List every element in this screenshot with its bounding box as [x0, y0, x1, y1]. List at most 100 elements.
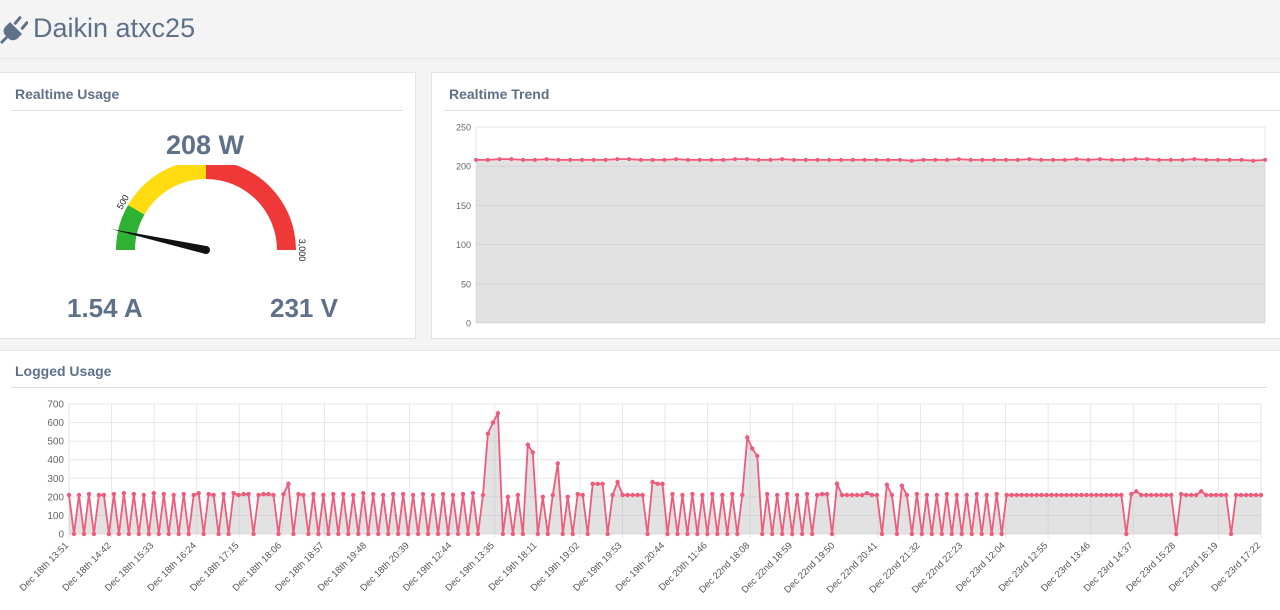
data-point — [510, 531, 516, 537]
data-point — [590, 481, 595, 487]
data-point — [760, 531, 765, 537]
data-point — [106, 531, 112, 537]
data-point — [560, 531, 565, 537]
data-point — [286, 481, 291, 487]
data-point — [791, 157, 796, 162]
data-point — [591, 157, 596, 162]
data-point — [166, 531, 171, 537]
data-point — [603, 157, 608, 162]
data-point — [799, 531, 805, 537]
data-point — [111, 491, 117, 497]
data-point — [744, 157, 749, 162]
y-tick-label: 50 — [461, 279, 471, 289]
y-tick-label: 300 — [47, 474, 64, 485]
data-point — [859, 492, 865, 498]
gauge-needle — [110, 228, 207, 254]
data-point — [410, 492, 416, 498]
data-point — [640, 492, 645, 498]
data-point — [1228, 531, 1234, 537]
data-point — [1253, 492, 1259, 498]
data-point — [630, 492, 635, 498]
plug-icon — [0, 16, 28, 44]
data-point — [1004, 492, 1009, 498]
gauge-tick-label: 3,000 — [297, 239, 307, 262]
data-point — [321, 492, 326, 498]
data-point — [625, 492, 630, 498]
data-point — [76, 492, 82, 498]
data-point — [1109, 157, 1114, 162]
data-point — [710, 491, 715, 497]
data-point — [1134, 489, 1139, 494]
card-divider — [11, 387, 1267, 388]
data-point — [405, 531, 411, 537]
data-point — [665, 531, 670, 537]
data-point — [1129, 491, 1134, 497]
data-point — [276, 531, 281, 537]
data-point — [216, 531, 221, 537]
data-point — [595, 481, 600, 487]
data-point — [992, 157, 997, 162]
data-point — [141, 492, 147, 498]
data-point — [909, 158, 914, 163]
data-point — [1019, 492, 1024, 498]
data-point — [1180, 157, 1185, 162]
data-point — [1094, 492, 1099, 498]
data-point — [1154, 492, 1159, 498]
data-point — [520, 531, 526, 537]
data-point — [655, 481, 660, 487]
data-point — [939, 531, 945, 537]
data-point — [256, 492, 261, 498]
data-point — [535, 531, 541, 537]
data-point — [765, 491, 770, 497]
data-point — [635, 492, 640, 498]
data-point — [381, 492, 386, 498]
data-point — [86, 491, 92, 497]
data-point — [226, 531, 231, 537]
data-point — [266, 491, 271, 497]
data-point — [814, 492, 820, 498]
data-point — [894, 531, 900, 537]
data-point — [1124, 531, 1129, 537]
data-point — [565, 494, 570, 500]
data-point — [1099, 492, 1104, 498]
data-point — [1149, 492, 1154, 498]
data-point — [1248, 492, 1254, 498]
data-point — [509, 157, 514, 162]
data-point — [579, 157, 584, 162]
data-point — [1258, 492, 1264, 498]
data-point — [221, 491, 226, 497]
data-point — [1029, 492, 1034, 498]
data-point — [575, 491, 580, 497]
data-point — [1227, 157, 1232, 162]
data-point — [281, 491, 286, 497]
data-point — [301, 492, 306, 498]
data-point — [725, 531, 730, 537]
data-point — [1192, 157, 1197, 162]
data-point — [904, 492, 910, 498]
data-point — [81, 531, 87, 537]
y-tick-label: 200 — [47, 492, 64, 503]
data-point — [530, 450, 536, 455]
data-point — [1208, 492, 1214, 498]
data-point — [1179, 491, 1184, 497]
data-point — [1064, 492, 1069, 498]
data-point — [550, 492, 555, 498]
data-point — [645, 531, 650, 537]
data-point — [1119, 492, 1124, 498]
data-point — [850, 157, 855, 162]
data-point — [181, 491, 186, 497]
data-point — [956, 157, 961, 162]
data-point — [862, 157, 867, 162]
data-point — [620, 492, 625, 498]
y-tick-label: 250 — [456, 123, 471, 133]
y-tick-label: 100 — [47, 511, 64, 522]
data-point — [485, 157, 490, 162]
data-point — [171, 492, 176, 498]
data-point — [1164, 492, 1169, 498]
data-point — [650, 157, 655, 162]
data-point — [1039, 157, 1044, 162]
data-point — [191, 492, 196, 498]
